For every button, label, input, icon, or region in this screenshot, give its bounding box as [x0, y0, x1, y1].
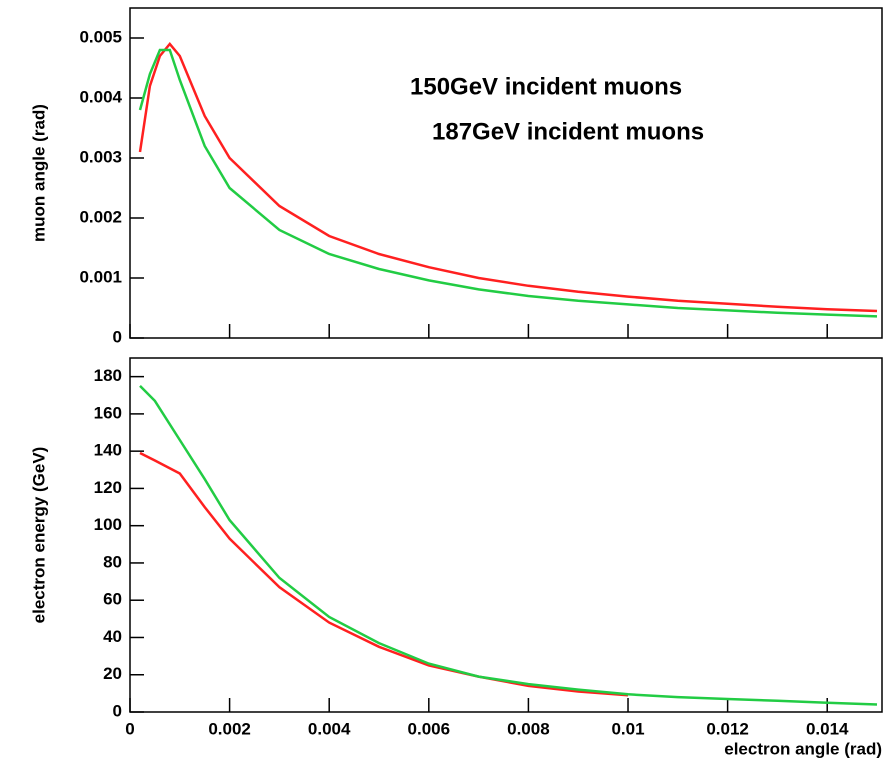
- x-tick-label: 0.002: [208, 719, 251, 738]
- y-tick-label: 0.003: [79, 147, 122, 166]
- y-axis-title: electron energy (GeV): [29, 447, 48, 624]
- series-line: [138, 42, 878, 313]
- legend-label: 150GeV incident muons: [410, 73, 682, 100]
- y-tick-label: 180: [94, 366, 122, 385]
- x-tick-label: 0.01: [611, 719, 644, 738]
- y-tick-label: 100: [94, 515, 122, 534]
- y-tick-label: 0.005: [79, 27, 122, 46]
- x-tick-label: 0.012: [706, 719, 749, 738]
- x-tick-label: 0: [125, 719, 134, 738]
- plot-frame: [129, 7, 883, 339]
- y-tick-label: 0: [113, 701, 122, 720]
- series-line: [139, 385, 878, 706]
- y-axis-title: muon angle (rad): [29, 104, 48, 242]
- series-line: [138, 48, 878, 318]
- y-tick-label: 20: [103, 664, 122, 683]
- x-tick-label: 0.006: [408, 719, 451, 738]
- y-tick-label: 0.001: [79, 267, 122, 286]
- y-tick-label: 160: [94, 403, 122, 422]
- legend-label: 187GeV incident muons: [432, 118, 704, 145]
- y-tick-label: 40: [103, 627, 122, 646]
- x-tick-label: 0.008: [507, 719, 550, 738]
- y-tick-label: 0.004: [79, 87, 122, 106]
- y-tick-label: 0: [113, 327, 122, 346]
- y-tick-label: 140: [94, 441, 122, 460]
- y-tick-label: 60: [103, 590, 122, 609]
- y-tick-label: 0.002: [79, 207, 122, 226]
- y-tick-label: 80: [103, 552, 122, 571]
- x-tick-label: 0.014: [806, 719, 849, 738]
- series-line: [139, 451, 629, 697]
- x-axis-title: electron angle (rad): [724, 739, 882, 758]
- plot-frame: [129, 357, 883, 713]
- y-tick-label: 120: [94, 478, 122, 497]
- x-tick-label: 0.004: [308, 719, 351, 738]
